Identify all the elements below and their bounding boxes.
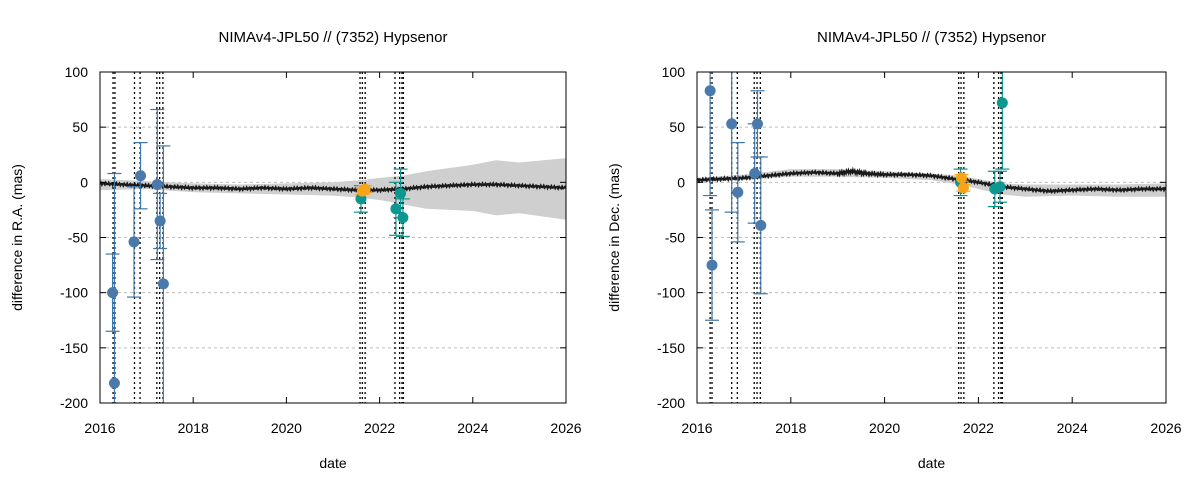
data-point-blue (157, 278, 169, 290)
data-point-blue (755, 219, 767, 231)
y-tick-label: 100 (65, 64, 89, 80)
data-point-blue (151, 179, 163, 191)
y-tick-label: 0 (677, 174, 685, 190)
x-tick-label: 2022 (364, 420, 395, 436)
chart-title: NIMAv4-JPL50 // (7352) Hypsenor (219, 29, 448, 46)
y-tick-label: -200 (657, 395, 685, 411)
y-tick-label: -100 (657, 285, 685, 301)
x-tick-label: 2024 (457, 420, 488, 436)
x-tick-label: 2018 (178, 420, 209, 436)
data-point-blue (732, 186, 744, 198)
x-tick-label: 2026 (550, 420, 581, 436)
data-point-blue (749, 168, 761, 180)
y-tick-label: 50 (72, 119, 88, 135)
data-point-orange (359, 183, 371, 195)
data-point-blue (108, 377, 120, 389)
data-point-teal (994, 181, 1006, 193)
x-axis-label: date (319, 455, 346, 471)
y-tick-label: -100 (60, 285, 88, 301)
data-point-blue (135, 170, 147, 182)
y-tick-label: -150 (60, 340, 88, 356)
x-tick-label: 2026 (1150, 420, 1181, 436)
y-tick-label: 0 (80, 174, 88, 190)
model-line (100, 180, 566, 194)
data-point-orange (957, 182, 969, 194)
x-axis-label: date (918, 455, 945, 471)
data-point-orange (956, 172, 968, 184)
data-point-blue (752, 118, 764, 130)
data-point-blue (704, 85, 716, 97)
y-axis-label: difference in R.A. (mas) (9, 164, 25, 311)
y-axis-label: difference in Dec. (mas) (606, 163, 622, 311)
data-point-blue (107, 287, 119, 299)
x-tick-label: 2018 (775, 420, 806, 436)
data-point-blue (128, 236, 140, 248)
data-point-blue (154, 215, 166, 227)
data-point-teal (390, 203, 402, 215)
x-tick-label: 2020 (271, 420, 302, 436)
y-tick-label: -200 (60, 395, 88, 411)
model-line (697, 166, 1166, 195)
chart-title: NIMAv4-JPL50 // (7352) Hypsenor (817, 29, 1046, 46)
data-point-teal (395, 187, 407, 199)
x-tick-label: 2016 (681, 420, 712, 436)
data-point-blue (706, 259, 718, 271)
plot-area (697, 166, 1166, 197)
y-tick-label: 100 (662, 64, 686, 80)
x-tick-label: 2016 (84, 420, 115, 436)
data-point-blue (726, 118, 738, 130)
uncertainty-band (697, 169, 1166, 197)
x-tick-label: 2020 (869, 420, 900, 436)
y-tick-label: 50 (669, 119, 685, 135)
dec-difference-chart: NIMAv4-JPL50 // (7352) Hypsenor 100 50 0 -50… (606, 29, 1182, 471)
data-point-teal (397, 212, 409, 224)
x-tick-label: 2022 (963, 420, 994, 436)
data-point-teal (996, 97, 1008, 109)
y-tick-label: -50 (68, 230, 88, 246)
x-tick-label: 2024 (1057, 420, 1088, 436)
plot-area (100, 158, 566, 220)
y-tick-label: -150 (657, 340, 685, 356)
y-tick-label: -50 (665, 230, 685, 246)
ra-difference-chart: NIMAv4-JPL50 // (7352) Hypsenor 100 50 0 -50… (9, 29, 582, 471)
